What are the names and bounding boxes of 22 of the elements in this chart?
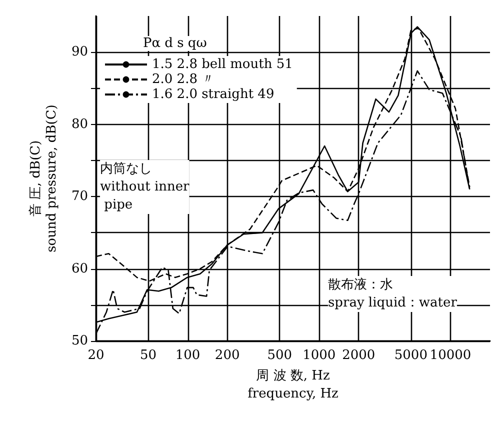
x-axis-title: 周 波 数, Hz frequency, Hz xyxy=(248,368,339,402)
annotation: 内筒なし without inner pipe xyxy=(100,162,190,212)
legend-title: Pα d s qω xyxy=(143,36,207,51)
x-tick-label: 500 xyxy=(267,348,292,363)
y-tick-label: 70 xyxy=(71,189,88,204)
x-tick-label: 20 xyxy=(88,348,104,363)
y-axis-title: 音 圧, dB(C) sound pressure, dB(C) xyxy=(28,104,60,252)
y-tick-label: 60 xyxy=(71,261,88,276)
x-tick-label: 2000 xyxy=(342,348,376,363)
y-tick-label: 50 xyxy=(71,334,88,348)
legend-label: 1.6 2.0 straight 49 xyxy=(152,87,274,102)
y-tick-label: 90 xyxy=(71,44,88,60)
x-tick-label: 10000 xyxy=(430,348,472,363)
legend-label: 1.5 2.8 bell mouth 51 xyxy=(152,57,293,72)
x-tick-label: 100 xyxy=(175,348,200,363)
legend-label: 2.0 2.8 〃 xyxy=(152,72,215,87)
annotation: 散布液：水 spray liquid：water xyxy=(328,278,458,310)
x-tick-label: 5000 xyxy=(394,348,428,363)
x-tick-label: 200 xyxy=(214,348,240,363)
x-tick-label: 1000 xyxy=(302,348,336,363)
y-tick-label: 80 xyxy=(71,116,88,132)
x-tick-label: 50 xyxy=(140,348,157,363)
